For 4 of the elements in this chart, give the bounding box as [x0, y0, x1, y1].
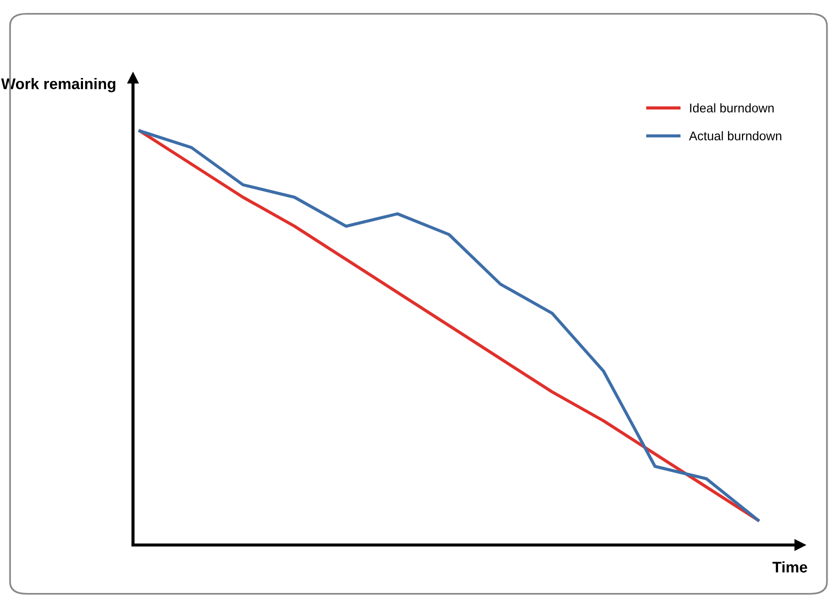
- legend-label: Ideal burndown: [690, 103, 774, 112]
- x-axis-title: Time: [772, 561, 808, 573]
- legend-label: Actual burndown: [688, 131, 782, 140]
- y-axis-title: Work remaining: [1, 78, 116, 92]
